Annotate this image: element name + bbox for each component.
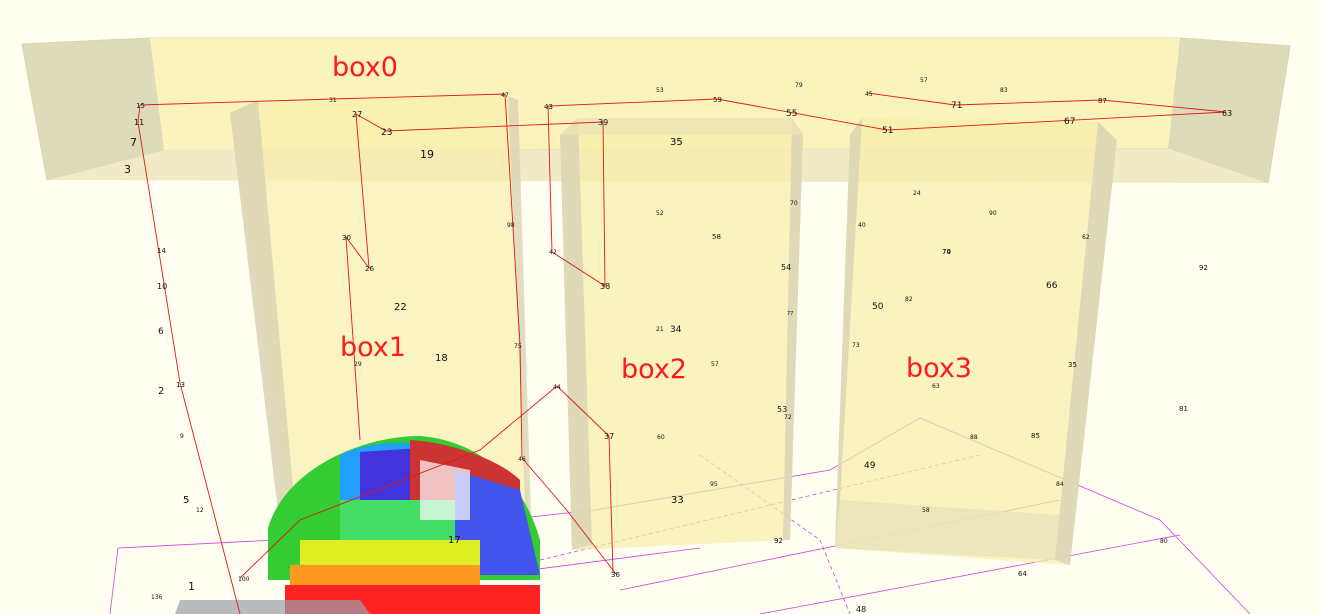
point-label: 58 bbox=[922, 507, 930, 514]
box2[interactable] bbox=[560, 118, 803, 550]
point-label: 29 bbox=[354, 361, 362, 368]
point-label: 63 bbox=[932, 383, 940, 390]
point-label: 71 bbox=[951, 101, 962, 111]
point-label: 55 bbox=[786, 109, 797, 119]
point-label: 45 bbox=[865, 91, 873, 98]
point-label: 73 bbox=[852, 342, 860, 349]
point-label: 40 bbox=[858, 222, 866, 229]
point-label: 18 bbox=[435, 353, 448, 364]
point-label: 42 bbox=[549, 249, 557, 256]
point-label: 87 bbox=[1098, 97, 1107, 105]
point-label: 70 bbox=[790, 200, 798, 207]
point-label: 31 bbox=[329, 97, 337, 104]
point-label: 49 bbox=[864, 461, 876, 471]
point-label: 21 bbox=[656, 326, 664, 333]
path-polyline bbox=[137, 92, 1227, 614]
point-label: 48 bbox=[856, 605, 866, 614]
point-label: 83 bbox=[1000, 87, 1008, 94]
point-label: 36 bbox=[611, 571, 620, 579]
point-label: 35 bbox=[670, 137, 683, 148]
point-label: 10 bbox=[157, 282, 167, 291]
point-label: 57 bbox=[711, 361, 719, 368]
point-label: 92 bbox=[774, 537, 783, 545]
point-label: 51 bbox=[882, 126, 893, 136]
point-label: 26 bbox=[365, 265, 374, 273]
point-label: 3 bbox=[124, 163, 131, 176]
point-label: 74 bbox=[942, 248, 951, 256]
point-label: 44 bbox=[553, 384, 561, 391]
point-label: 58 bbox=[712, 233, 721, 241]
point-label: 100 bbox=[238, 576, 250, 583]
box2-label: box2 bbox=[621, 354, 687, 385]
point-label: 38 bbox=[600, 282, 610, 291]
point-label: 7 bbox=[130, 136, 137, 149]
point-label: 80 bbox=[1160, 538, 1168, 545]
point-label: 84 bbox=[1056, 481, 1064, 488]
point-label: 81 bbox=[1179, 405, 1188, 413]
point-label: 82 bbox=[905, 296, 913, 303]
point-label: 11 bbox=[134, 118, 144, 127]
point-label: 63 bbox=[1222, 109, 1232, 118]
point-label: 52 bbox=[656, 210, 664, 217]
point-label: 24 bbox=[913, 190, 921, 197]
point-label: 6 bbox=[158, 327, 164, 337]
point-label: 66 bbox=[1046, 281, 1058, 291]
point-label: 35 bbox=[1068, 361, 1077, 369]
point-label: 79 bbox=[795, 82, 803, 89]
point-label: 98 bbox=[507, 222, 515, 229]
point-label: 27 bbox=[352, 110, 362, 119]
point-label: 53 bbox=[777, 405, 787, 414]
box3[interactable] bbox=[835, 118, 1117, 565]
point-label: 136 bbox=[151, 594, 163, 601]
point-label: 33 bbox=[671, 495, 684, 506]
point-label: 62 bbox=[1082, 234, 1090, 241]
point-label: 72 bbox=[784, 414, 792, 421]
box0-label: box0 bbox=[332, 52, 398, 83]
point-label: 5 bbox=[183, 495, 189, 506]
point-label: 90 bbox=[989, 210, 997, 217]
point-label: 37 bbox=[604, 432, 614, 441]
point-label: 34 bbox=[670, 325, 682, 335]
point-label: 13 bbox=[176, 381, 185, 389]
point-label: 70 bbox=[942, 248, 951, 256]
box3-label: box3 bbox=[906, 353, 972, 384]
point-label: 19 bbox=[420, 148, 434, 161]
point-label: 30 bbox=[342, 234, 351, 242]
point-label: 64 bbox=[1018, 570, 1027, 578]
point-label: 95 bbox=[710, 481, 718, 488]
point-label: 88 bbox=[970, 434, 978, 441]
point-label: 47 bbox=[501, 92, 509, 99]
point-label: 15 bbox=[136, 102, 145, 110]
hemisphere-point-cloud bbox=[175, 436, 540, 614]
point-label: 53 bbox=[656, 87, 664, 94]
point-label: 43 bbox=[544, 103, 553, 111]
point-label: 57 bbox=[920, 77, 928, 84]
point-label: 59 bbox=[713, 96, 722, 104]
point-label: 2 bbox=[158, 386, 164, 397]
point-label: 12 bbox=[196, 507, 204, 514]
point-label: 17 bbox=[448, 535, 461, 546]
point-label: 39 bbox=[598, 118, 608, 127]
box1-label: box1 bbox=[340, 332, 406, 363]
point-labels: 15 31 47 43 53 59 79 55 45 57 71 63 87 8… bbox=[124, 77, 1232, 614]
point-label: 75 bbox=[514, 343, 522, 350]
point-label: 67 bbox=[1064, 117, 1075, 127]
point-label: 92 bbox=[1199, 264, 1208, 272]
point-label: 77 bbox=[787, 311, 793, 317]
point-label: 46 bbox=[518, 456, 526, 463]
point-label: 60 bbox=[657, 434, 665, 441]
point-label: 85 bbox=[1031, 432, 1040, 440]
point-label: 50 bbox=[872, 302, 884, 312]
point-label: 14 bbox=[157, 247, 166, 255]
point-label: 23 bbox=[381, 128, 392, 138]
point-label: 54 bbox=[781, 263, 791, 272]
point-label: 22 bbox=[394, 302, 407, 313]
point-label: 9 bbox=[180, 433, 184, 440]
point-label: 1 bbox=[188, 580, 195, 593]
